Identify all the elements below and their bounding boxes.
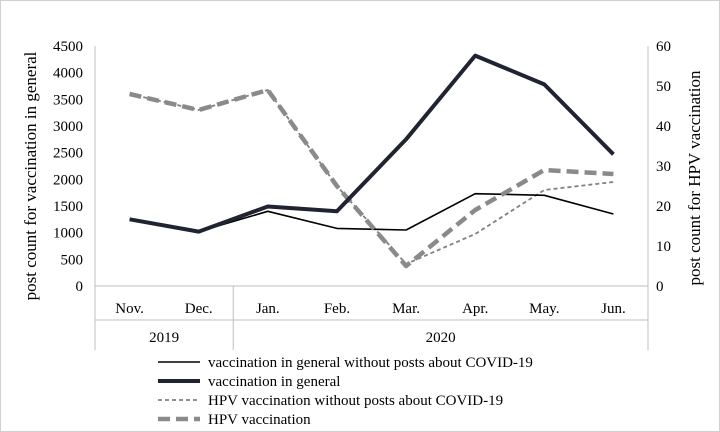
y-left-tick-label: 3000 [53,119,83,135]
y-left-tick-label: 2000 [53,172,83,188]
y-left-tick-label: 0 [76,279,84,295]
y-left-tick-label: 1000 [53,226,83,242]
year-group-label: 2019 [149,330,179,346]
series-line-3 [129,87,614,269]
legend-label-1: vaccination in general [208,374,340,390]
y-axis-left-title: post count for vaccination in general [21,51,40,300]
y-left-tick-label: 2500 [53,146,83,162]
series-layer [129,53,615,269]
y-axis-right-title: post count for HPV vaccination [685,70,704,285]
series-line-1 [129,53,615,234]
y-right-tick-label: 60 [656,39,671,55]
legend: vaccination in general without posts abo… [158,355,533,428]
y-left-tick-label: 3500 [53,92,83,108]
y-right-tick-label: 0 [656,279,664,295]
legend-label-2: HPV vaccination without posts about COVI… [208,393,503,409]
y-right-tick-label: 30 [656,159,671,175]
x-tick-label: Mar. [392,301,420,317]
right-axis: 0 10 20 30 40 50 60 [656,39,671,295]
x-tick-label: Dec. [185,301,213,317]
x-tick-label: Apr. [462,301,488,317]
y-left-tick-label: 1500 [53,199,83,215]
x-tick-label: Jan. [256,301,280,317]
y-left-tick-label: 4500 [53,39,83,55]
category-axis: Nov. Dec. Jan. Feb. Mar. Apr. May. Jun. 2019 2020 [95,286,648,350]
legend-label-0: vaccination in general without posts abo… [208,355,533,371]
axes-frame [94,46,649,350]
y-right-tick-label: 10 [656,239,671,255]
year-group-label: 2020 [426,330,456,346]
x-tick-label: May. [529,301,559,317]
left-axis: 0 500 1000 1500 2000 2500 3000 3500 4000 4500 [53,39,83,295]
y-left-tick-label: 4000 [53,66,83,82]
x-tick-label: Jun. [601,301,626,317]
y-right-tick-label: 50 [656,79,671,95]
x-tick-label: Nov. [115,301,144,317]
y-right-tick-label: 40 [656,119,671,135]
y-left-tick-label: 500 [61,252,84,268]
legend-label-3: HPV vaccination [208,412,311,428]
x-tick-label: Feb. [324,301,350,317]
y-right-tick-label: 20 [656,199,671,215]
